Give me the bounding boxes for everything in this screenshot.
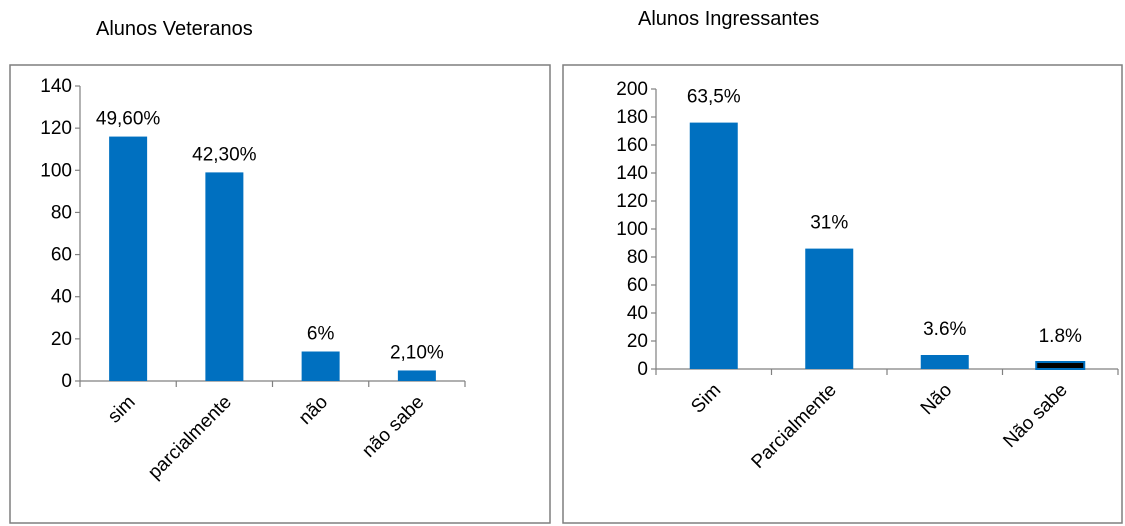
y-tick-label: 60: [627, 275, 648, 296]
y-tick-label: 80: [627, 247, 648, 268]
y-tick-label: 60: [51, 245, 72, 266]
y-tick-label: 140: [616, 163, 648, 184]
chart-frame-ingressantes: [562, 64, 1123, 524]
y-tick-label: 40: [51, 287, 72, 308]
bar: [689, 122, 738, 369]
y-tick-label: 40: [627, 303, 648, 324]
x-category-label: Parcialmente: [748, 380, 841, 473]
data-label: 1.8%: [1039, 326, 1082, 347]
y-tick-label: 80: [51, 202, 72, 223]
bar: [205, 172, 244, 381]
bar: [1035, 361, 1086, 370]
y-tick-label: 140: [40, 76, 72, 97]
y-tick-label: 120: [40, 118, 72, 139]
y-tick-label: 20: [627, 331, 648, 352]
data-label: 63,5%: [687, 87, 741, 108]
x-category-label: Não sabe: [999, 380, 1071, 452]
y-tick-label: 120: [616, 191, 648, 212]
chart-title-veteranos: Alunos Veteranos: [96, 18, 253, 40]
x-category-label: Não: [917, 380, 956, 419]
y-tick-label: 160: [616, 135, 648, 156]
data-label: 2,10%: [390, 342, 444, 363]
bar: [301, 351, 340, 381]
y-tick-label: 100: [40, 160, 72, 181]
bar: [397, 370, 436, 381]
y-tick-label: 100: [616, 219, 648, 240]
bar: [920, 355, 969, 369]
chart-title-ingressantes: Alunos Ingressantes: [638, 8, 820, 30]
y-tick-label: 20: [51, 329, 72, 350]
y-tick-label: 200: [616, 79, 648, 100]
bar: [805, 248, 854, 369]
data-label: 49,60%: [96, 109, 161, 130]
data-label: 6%: [307, 324, 335, 345]
bar: [109, 136, 148, 381]
data-label: 42,30%: [192, 144, 257, 165]
y-tick-label: 0: [637, 359, 648, 380]
data-label: 3.6%: [923, 319, 966, 340]
chart-frame-veteranos: [9, 64, 551, 524]
data-label: 31%: [810, 213, 848, 234]
y-tick-label: 180: [616, 107, 648, 128]
x-category-label: Sim: [687, 380, 725, 418]
y-tick-label: 0: [61, 371, 72, 392]
